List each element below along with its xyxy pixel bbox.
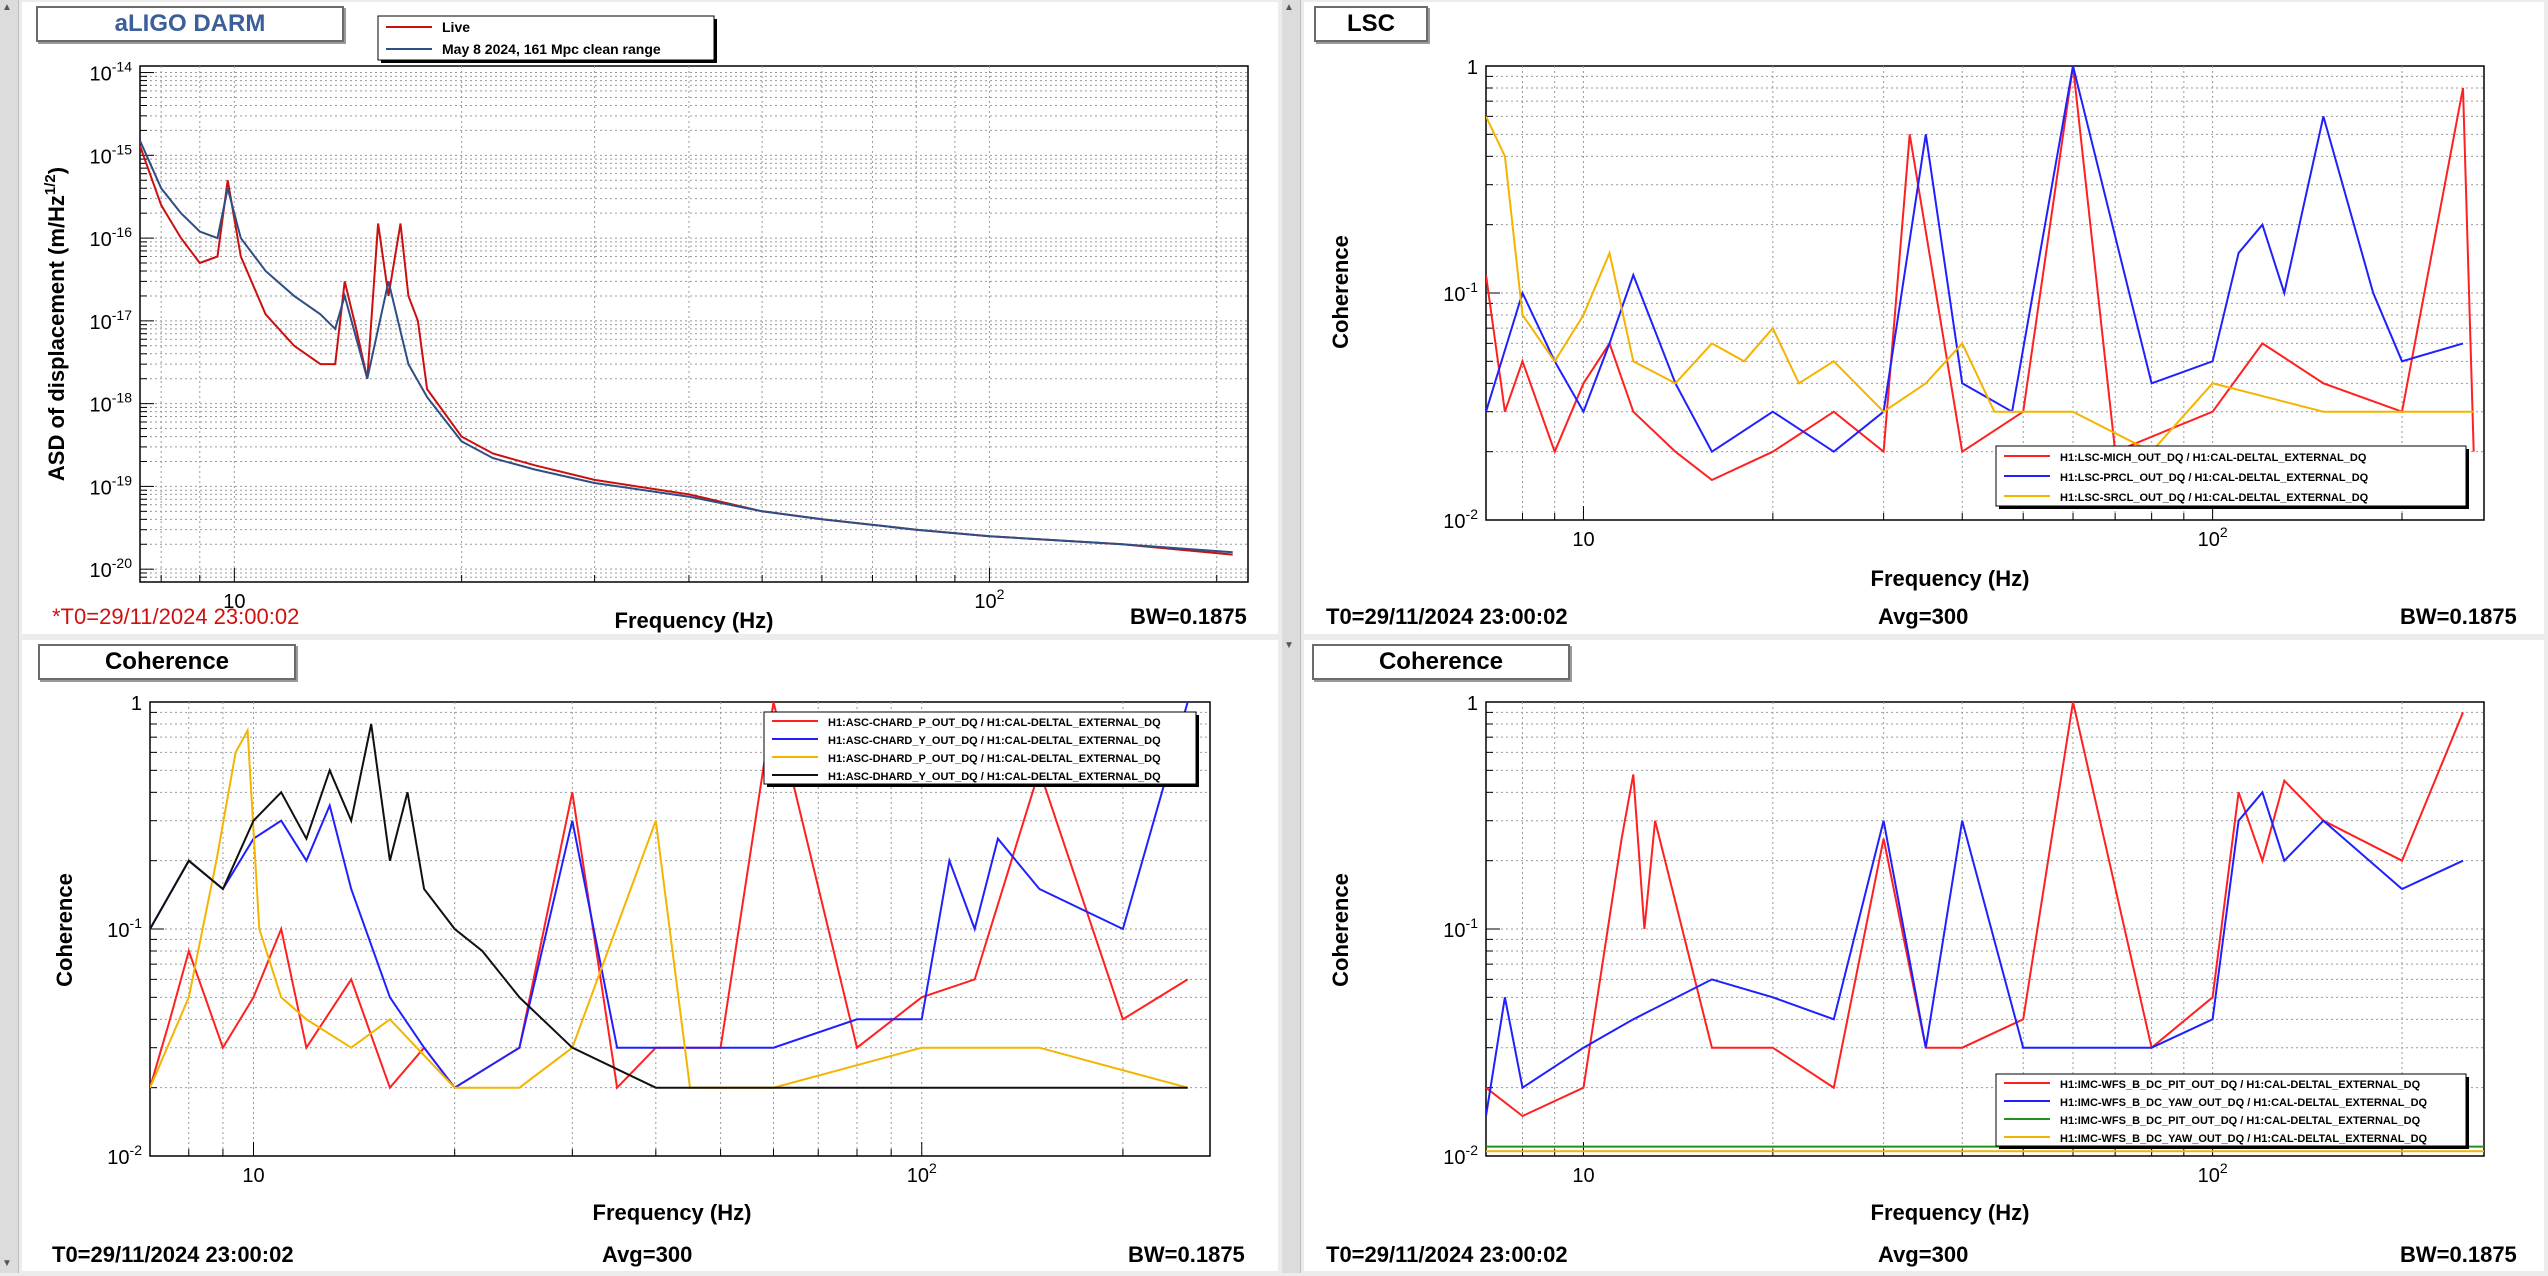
y-tick-label: 1 <box>1467 57 1478 79</box>
chart-svg: 10 102 1 10-1 10-2 Frequency (Hz) Coherence H1:… <box>1328 693 2485 1225</box>
t0-status: T0=29/11/2024 23:00:02 <box>52 1242 294 1267</box>
darm-panel: 10 102 10-14 10-15 10-16 10-17 10-18 10-19 10-20… <box>22 2 1278 634</box>
y-tick-label: 10-18 <box>90 390 133 417</box>
y-tick-label: 10-1 <box>107 915 142 942</box>
t0-status: *T0=29/11/2024 23:00:02 <box>52 604 300 629</box>
t0-status: T0=29/11/2024 23:00:02 <box>1326 1242 1568 1267</box>
series-line <box>150 723 1188 1089</box>
legend[interactable]: H1:IMC-WFS_B_DC_PIT_OUT_DQ / H1:CAL-DELT… <box>1995 1073 2469 1149</box>
avg-status: Avg=300 <box>1878 604 1969 629</box>
x-tick-label: 102 <box>974 586 1004 613</box>
legend-label: H1:LSC-SRCL_OUT_DQ / H1:CAL-DELTAL_EXTER… <box>2060 492 2369 504</box>
legend-label: May 8 2024, 161 Mpc clean range <box>442 41 661 57</box>
legend-label: H1:IMC-WFS_B_DC_PIT_OUT_DQ / H1:CAL-DELT… <box>2060 1079 2421 1091</box>
y-tick-label: 10-16 <box>90 224 133 251</box>
x-axis-title: Frequency (Hz) <box>593 1200 752 1225</box>
bw-status: BW=0.1875 <box>2400 604 2517 629</box>
scroll-up-icon[interactable]: ▲ <box>1284 2 1294 13</box>
y-tick-label: 10-20 <box>90 555 133 582</box>
chart-svg: 10 102 1 10-1 10-2 Frequency (Hz) Coherence H1:… <box>52 693 1211 1225</box>
bw-status: BW=0.1875 <box>1128 1242 1245 1267</box>
x-tick-label: 102 <box>907 1160 937 1187</box>
legend-label: Live <box>442 19 470 35</box>
grid <box>140 66 1248 582</box>
x-axis-title: Frequency (Hz) <box>1871 566 2030 591</box>
x-tick-label: 10 <box>242 1165 264 1187</box>
x-tick-label: 10 <box>1572 529 1594 551</box>
bw-status: BW=0.1875 <box>1130 604 1247 629</box>
y-tick-label: 10-2 <box>1443 506 1478 533</box>
y-axis-title: Coherence <box>1328 873 1353 987</box>
x-tick-label: 10 <box>223 591 245 613</box>
legend-label: H1:ASC-DHARD_Y_OUT_DQ / H1:CAL-DELTAL_EX… <box>828 771 1161 783</box>
legend-label: H1:ASC-CHARD_Y_OUT_DQ / H1:CAL-DELTAL_EX… <box>828 735 1161 747</box>
chart-svg: 10 102 10-14 10-15 10-16 10-17 10-18 10-19 10-20… <box>42 15 1249 633</box>
series-line <box>150 702 1189 1090</box>
panel-title[interactable]: Coherence <box>38 644 296 680</box>
lsc-coherence-panel: 10 102 1 10-1 10-2 Frequency (Hz) Coherence H1:… <box>1304 2 2544 634</box>
legend-label: H1:IMC-WFS_B_DC_YAW_OUT_DQ / H1:CAL-DELT… <box>2060 1133 2428 1145</box>
panel-title[interactable]: Coherence <box>1312 644 1570 680</box>
scroll-down-icon[interactable]: ▼ <box>1284 640 1294 651</box>
legend[interactable]: Live May 8 2024, 161 Mpc clean range <box>377 15 717 63</box>
y-tick-label: 10-2 <box>1443 1142 1478 1169</box>
avg-status: Avg=300 <box>1878 1242 1969 1267</box>
y-tick-label: 10-15 <box>90 141 133 168</box>
y-tick-label: 10-14 <box>90 59 133 86</box>
legend-label: H1:LSC-PRCL_OUT_DQ / H1:CAL-DELTAL_EXTER… <box>2060 472 2369 484</box>
y-tick-label: 10-1 <box>1443 915 1478 942</box>
y-tick-label: 1 <box>131 693 142 715</box>
legend-label: H1:ASC-DHARD_P_OUT_DQ / H1:CAL-DELTAL_EX… <box>828 753 1161 765</box>
scroll-down-icon[interactable]: ▼ <box>2 1258 12 1269</box>
t0-status: T0=29/11/2024 23:00:02 <box>1326 604 1568 629</box>
panel-title[interactable]: aLIGO DARM <box>36 6 344 42</box>
legend-label: H1:IMC-WFS_B_DC_PIT_OUT_DQ / H1:CAL-DELT… <box>2060 1115 2421 1127</box>
y-tick-label: 1 <box>1467 693 1478 715</box>
series-line <box>1486 790 2464 1117</box>
y-axis-title: Coherence <box>1328 235 1353 349</box>
x-axis-title: Frequency (Hz) <box>615 608 774 633</box>
series-line <box>1486 66 2475 482</box>
series-line <box>140 140 1233 554</box>
x-tick-label: 102 <box>2198 1160 2228 1187</box>
imc-coherence-panel: 10 102 1 10-1 10-2 Frequency (Hz) Coherence H1:… <box>1304 640 2544 1271</box>
y-tick-label: 10-2 <box>107 1142 142 1169</box>
series-line <box>1486 66 2464 454</box>
legend-label: H1:LSC-MICH_OUT_DQ / H1:CAL-DELTAL_EXTER… <box>2060 452 2367 464</box>
series-line <box>1486 115 2474 453</box>
y-axis-title: Coherence <box>52 873 77 987</box>
middle-scroll-strip[interactable]: ▲ ▼ <box>1282 0 1301 1273</box>
x-tick-label: 102 <box>2198 524 2228 551</box>
legend[interactable]: H1:ASC-CHARD_P_OUT_DQ / H1:CAL-DELTAL_EX… <box>763 711 1199 787</box>
legend[interactable]: H1:LSC-MICH_OUT_DQ / H1:CAL-DELTAL_EXTER… <box>1995 445 2469 509</box>
y-tick-label: 10-17 <box>90 307 133 334</box>
x-axis-title: Frequency (Hz) <box>1871 1200 2030 1225</box>
y-axis-title: ASD of displacement (m/Hz1/2) <box>42 167 69 481</box>
legend-label: H1:IMC-WFS_B_DC_YAW_OUT_DQ / H1:CAL-DELT… <box>2060 1097 2428 1109</box>
legend-label: H1:ASC-CHARD_P_OUT_DQ / H1:CAL-DELTAL_EX… <box>828 717 1161 729</box>
chart-svg: 10 102 1 10-1 10-2 Frequency (Hz) Coherence H1:… <box>1328 57 2485 591</box>
panel-title[interactable]: LSC <box>1314 6 1428 42</box>
asc-coherence-panel: 10 102 1 10-1 10-2 Frequency (Hz) Coherence H1:… <box>22 640 1278 1271</box>
scroll-up-icon[interactable]: ▲ <box>2 2 12 13</box>
x-tick-label: 10 <box>1572 1165 1594 1187</box>
avg-status: Avg=300 <box>602 1242 693 1267</box>
bw-status: BW=0.1875 <box>2400 1242 2517 1267</box>
left-scroll-strip[interactable]: ▲ ▼ <box>0 0 19 1273</box>
y-tick-label: 10-19 <box>90 472 133 499</box>
y-tick-label: 10-1 <box>1443 279 1478 306</box>
